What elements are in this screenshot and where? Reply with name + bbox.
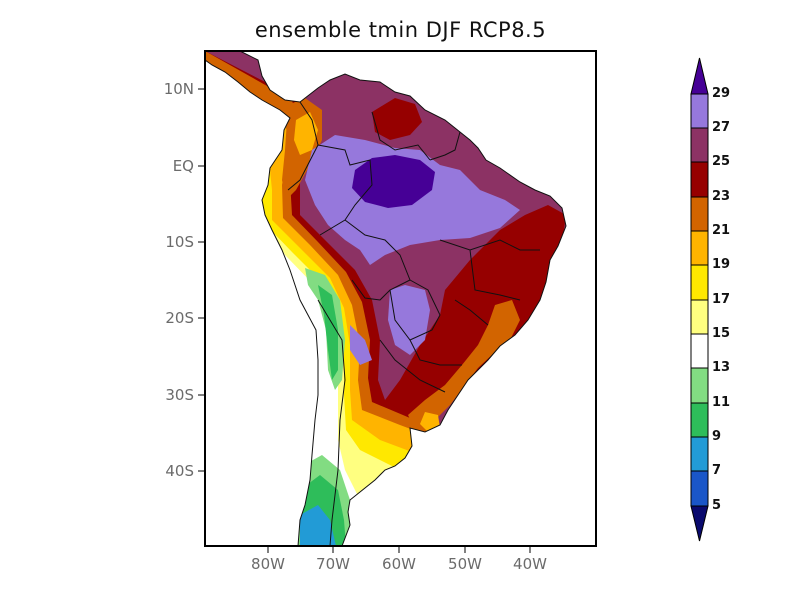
y-ticks — [198, 88, 205, 472]
band-7-9-south — [300, 505, 336, 546]
x-tick-label: 50W — [448, 555, 482, 573]
y-tick-label: 10N — [163, 80, 194, 98]
colorbar-label: 29 — [712, 86, 731, 101]
y-tick-label: EQ — [172, 157, 194, 175]
colorbar-label: 25 — [712, 154, 731, 169]
colorbar-5-7 — [690, 470, 709, 507]
colorbar-23-25 — [690, 161, 709, 198]
colorbar-label: 27 — [712, 120, 731, 135]
colorbar-under-triangle — [690, 505, 709, 542]
colorbar-label: 17 — [712, 292, 731, 307]
colorbar-11-13 — [690, 367, 709, 404]
colorbar-21-23 — [690, 196, 709, 232]
colorbar-label: 9 — [712, 429, 722, 444]
colorbar-label: 5 — [712, 498, 722, 513]
x-ticks — [267, 546, 531, 553]
y-tick-label: 30S — [165, 386, 194, 404]
band-27-29-south — [350, 325, 372, 365]
colorbar-7-9 — [690, 436, 709, 472]
contour-fill — [205, 51, 566, 546]
band-21-23-east — [408, 300, 520, 430]
colorbar-label: 7 — [712, 463, 722, 478]
map-frame — [204, 50, 597, 547]
x-tick-label: 80W — [251, 555, 285, 573]
band-27-29-chaco — [388, 285, 430, 355]
colorbar-label: 19 — [712, 257, 731, 272]
country-borders — [287, 101, 540, 546]
colorbar-label: 13 — [712, 360, 731, 375]
band-above-29 — [352, 155, 435, 208]
band-23-25-north — [372, 98, 422, 140]
x-tick-label: 60W — [382, 555, 416, 573]
y-tick-label: 40S — [165, 462, 194, 480]
colorbar-15-17 — [690, 299, 709, 335]
x-tick-label: 40W — [513, 555, 547, 573]
colorbar-label: 21 — [712, 223, 731, 238]
colorbar-19-21 — [690, 230, 709, 266]
colorbar-label: 23 — [712, 189, 731, 204]
colorbar-label: 15 — [712, 326, 731, 341]
colorbar — [690, 57, 709, 542]
colorbar-label: 11 — [712, 395, 731, 410]
colorbar-17-19 — [690, 264, 709, 301]
colorbar-13-15 — [690, 333, 709, 369]
chart-title: ensemble tmin DJF RCP8.5 — [254, 18, 547, 42]
x-tick-label: 70W — [316, 555, 350, 573]
band-19-21-colombia — [294, 112, 318, 155]
colorbar-over-triangle — [690, 57, 709, 95]
colorbar-9-11 — [690, 402, 709, 438]
colorbar-25-27 — [690, 127, 709, 163]
band-23-25-east — [385, 205, 566, 410]
y-tick-label: 10S — [165, 233, 194, 251]
colorbar-27-29 — [690, 93, 709, 129]
y-tick-label: 20S — [165, 309, 194, 327]
